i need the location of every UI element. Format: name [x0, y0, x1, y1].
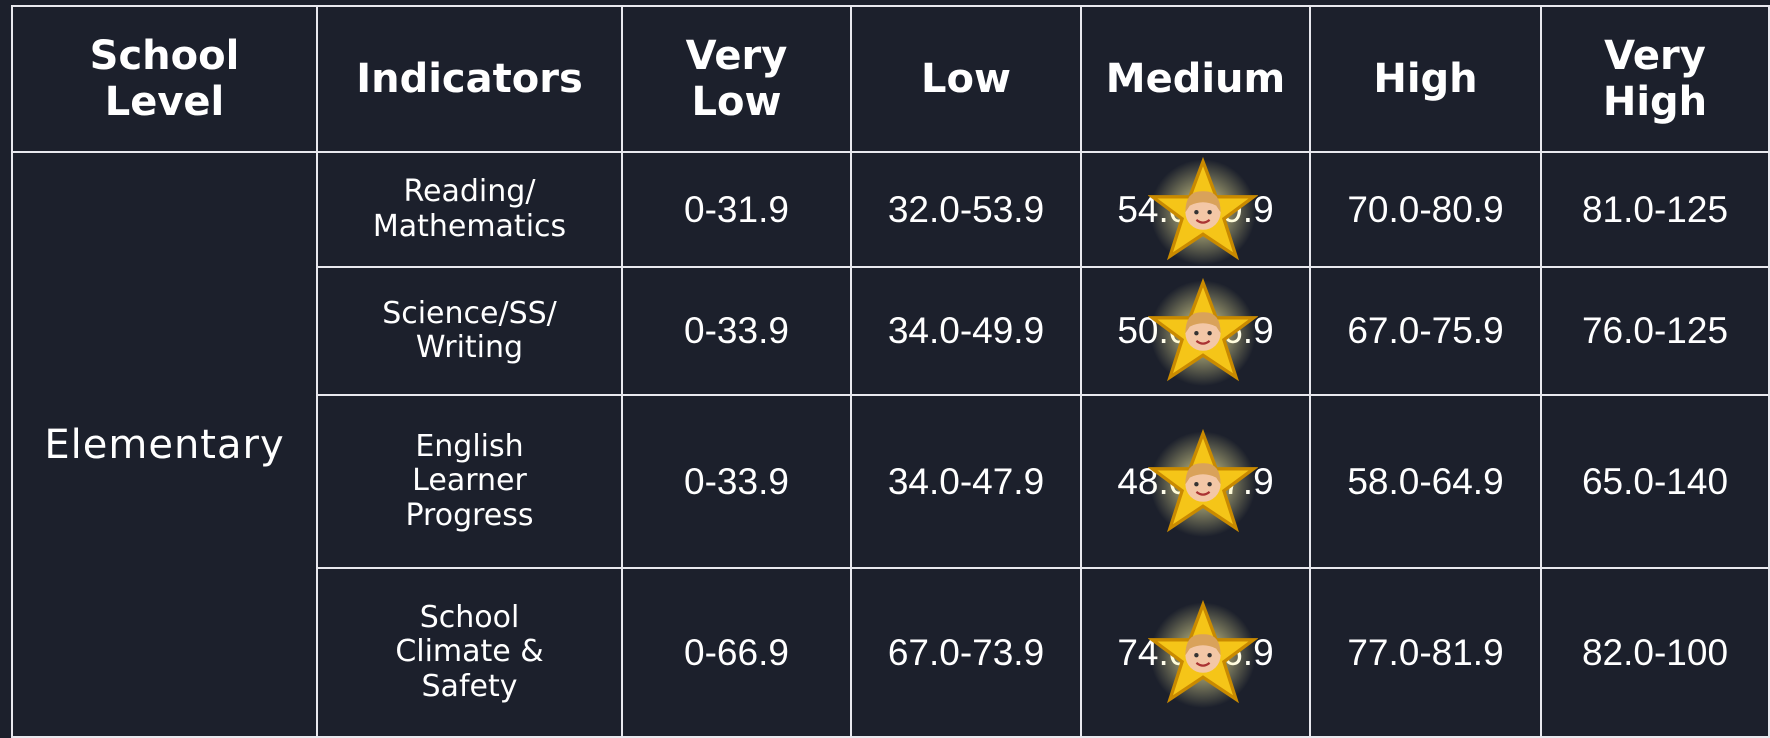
range-cell: 32.0-53.9 — [851, 152, 1081, 267]
range-text: 54.0-69.9 — [1117, 189, 1273, 230]
column-header: Indicators — [317, 6, 622, 152]
range-cell: 0-31.9 — [622, 152, 851, 267]
range-cell: 34.0-49.9 — [851, 267, 1081, 395]
column-header: Low — [851, 6, 1081, 152]
indicator-cell: English Learner Progress — [317, 395, 622, 568]
range-cell: 50.0-66.9 — [1081, 267, 1310, 395]
range-cell: 54.0-69.9 — [1081, 152, 1310, 267]
range-cell: 0-66.9 — [622, 568, 851, 737]
range-cell: 65.0-140 — [1541, 395, 1769, 568]
range-cell: 70.0-80.9 — [1310, 152, 1541, 267]
range-text: 0-66.9 — [684, 632, 789, 673]
indicator-text: English Learner Progress — [365, 430, 575, 534]
range-text: 70.0-80.9 — [1347, 189, 1503, 230]
range-text: 74.0-76.9 — [1117, 632, 1273, 673]
range-text: 65.0-140 — [1582, 461, 1728, 502]
range-cell: 74.0-76.9 — [1081, 568, 1310, 737]
header-text: Indicators — [318, 56, 621, 102]
range-text: 67.0-73.9 — [888, 632, 1044, 673]
column-header: School Level — [12, 6, 317, 152]
table-body: Elementary Reading/ Mathematics 0-31.9 32.0… — [12, 152, 1769, 737]
range-text: 32.0-53.9 — [888, 189, 1044, 230]
range-cell: 81.0-125 — [1541, 152, 1769, 267]
indicator-text: Science/SS/ Writing — [365, 297, 575, 366]
range-text: 76.0-125 — [1582, 310, 1728, 351]
header-text: Medium — [1082, 56, 1309, 102]
range-text: 0-33.9 — [684, 461, 789, 502]
range-text: 0-31.9 — [684, 189, 789, 230]
header-text: Very High — [1570, 33, 1740, 125]
header-text: School Level — [80, 33, 250, 125]
range-text: 82.0-100 — [1582, 632, 1728, 673]
school-level-cell: Elementary — [12, 152, 317, 737]
indicator-cell: Science/SS/ Writing — [317, 267, 622, 395]
page-body: School Level Indicators Very Low LowMediumH… — [0, 0, 1770, 736]
range-text: 50.0-66.9 — [1117, 310, 1273, 351]
range-cell: 67.0-73.9 — [851, 568, 1081, 737]
indicator-text: Reading/ Mathematics — [365, 175, 575, 244]
range-cell: 77.0-81.9 — [1310, 568, 1541, 737]
column-header: Medium — [1081, 6, 1310, 152]
column-header: Very Low — [622, 6, 851, 152]
range-text: 81.0-125 — [1582, 189, 1728, 230]
range-text: 67.0-75.9 — [1347, 310, 1503, 351]
range-text: 34.0-47.9 — [888, 461, 1044, 502]
indicator-text: School Climate & Safety — [365, 601, 575, 705]
range-cell: 58.0-64.9 — [1310, 395, 1541, 568]
range-text: 58.0-64.9 — [1347, 461, 1503, 502]
range-cell: 48.0-57.9 — [1081, 395, 1310, 568]
range-text: 48.0-57.9 — [1117, 461, 1273, 502]
range-cell: 76.0-125 — [1541, 267, 1769, 395]
header-text: Very Low — [652, 33, 822, 125]
page: {"table": { "header": ["School Level", "… — [0, 0, 1770, 736]
header-text: High — [1311, 56, 1540, 102]
column-header: High — [1310, 6, 1541, 152]
range-cell: 67.0-75.9 — [1310, 267, 1541, 395]
header-text: Low — [852, 56, 1080, 102]
range-cell: 82.0-100 — [1541, 568, 1769, 737]
range-cell: 34.0-47.9 — [851, 395, 1081, 568]
range-cell: 0-33.9 — [622, 267, 851, 395]
indicator-cell: Reading/ Mathematics — [317, 152, 622, 267]
range-cell: 0-33.9 — [622, 395, 851, 568]
range-text: 34.0-49.9 — [888, 310, 1044, 351]
range-text: 0-33.9 — [684, 310, 789, 351]
column-header: Very High — [1541, 6, 1769, 152]
indicator-cell: School Climate & Safety — [317, 568, 622, 737]
range-text: 77.0-81.9 — [1347, 632, 1503, 673]
